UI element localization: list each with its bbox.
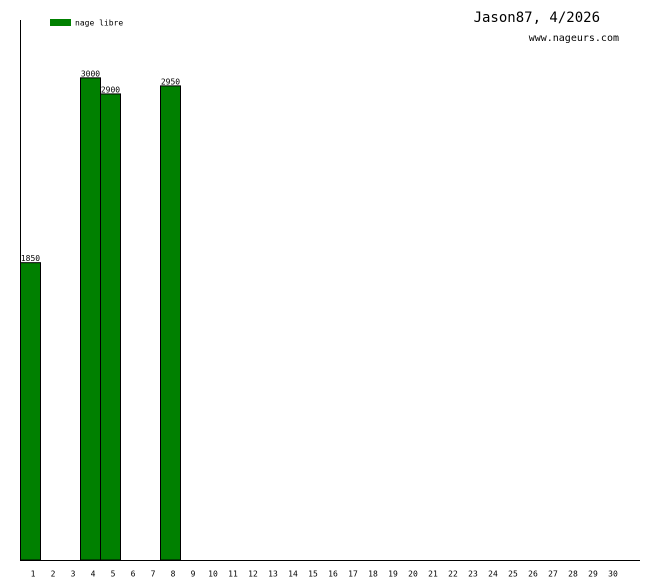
data-label: 3000 xyxy=(81,69,100,78)
data-label: 1850 xyxy=(21,254,40,263)
x-tick-label: 15 xyxy=(308,570,318,579)
chart-title: Jason87, 4/2026 xyxy=(474,10,600,26)
x-tick-label: 26 xyxy=(528,570,538,579)
bar xyxy=(80,77,101,561)
x-tick-label: 27 xyxy=(548,570,558,579)
x-tick-label: 8 xyxy=(171,570,176,579)
bar xyxy=(160,85,181,561)
data-label: 2950 xyxy=(161,77,180,86)
x-tick-label: 11 xyxy=(228,570,238,579)
legend-label: nage libre xyxy=(75,19,123,28)
x-tick-label: 23 xyxy=(468,570,478,579)
x-tick-label: 16 xyxy=(328,570,338,579)
x-tick-label: 25 xyxy=(508,570,518,579)
x-tick-label: 9 xyxy=(191,570,196,579)
x-tick-label: 20 xyxy=(408,570,418,579)
x-tick-label: 28 xyxy=(568,570,578,579)
x-tick-label: 12 xyxy=(248,570,258,579)
x-tick-label: 24 xyxy=(488,570,498,579)
x-tick-label: 18 xyxy=(368,570,378,579)
x-tick-label: 7 xyxy=(151,570,156,579)
x-tick-label: 13 xyxy=(268,570,278,579)
x-tick-label: 1 xyxy=(31,570,36,579)
legend-swatch xyxy=(50,19,71,26)
x-tick-label: 10 xyxy=(208,570,218,579)
x-tick-label: 21 xyxy=(428,570,438,579)
chart-subtitle: www.nageurs.com xyxy=(529,33,619,44)
x-tick-label: 3 xyxy=(71,570,76,579)
x-tick-label: 14 xyxy=(288,570,298,579)
x-tick-label: 29 xyxy=(588,570,598,579)
data-label: 2900 xyxy=(101,85,120,94)
x-tick-label: 22 xyxy=(448,570,458,579)
bar xyxy=(100,93,121,561)
x-tick-label: 5 xyxy=(111,570,116,579)
bar xyxy=(20,262,41,561)
x-tick-label: 17 xyxy=(348,570,358,579)
x-tick-label: 2 xyxy=(51,570,56,579)
x-tick-label: 19 xyxy=(388,570,398,579)
x-tick-label: 30 xyxy=(608,570,618,579)
x-tick-label: 4 xyxy=(91,570,96,579)
x-tick-label: 6 xyxy=(131,570,136,579)
